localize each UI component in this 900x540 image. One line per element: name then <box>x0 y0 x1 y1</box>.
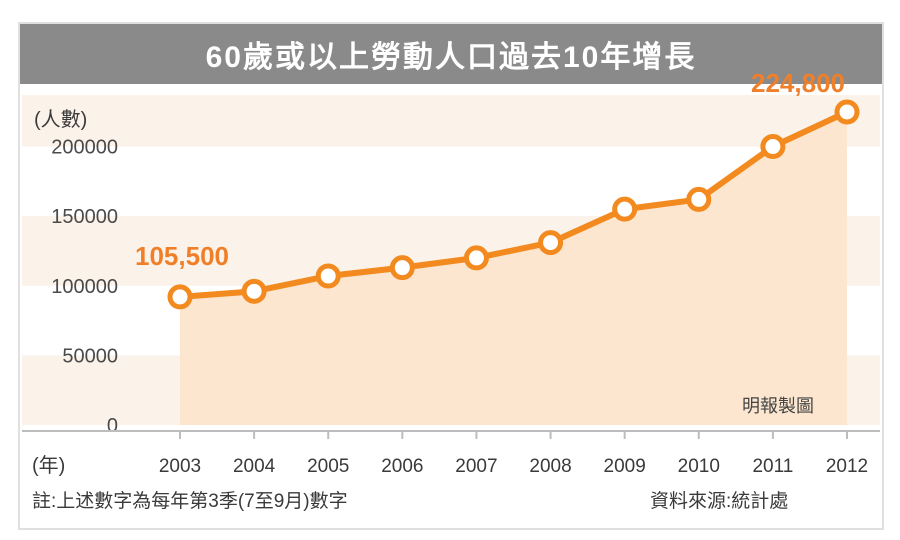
data-point-2008 <box>538 230 564 256</box>
x-unit-label: (年) <box>32 454 65 477</box>
footnote: 註:上述數字為每年第3季(7至9月)數字 <box>32 491 348 512</box>
title-bar: 60歲或以上勞動人口過去10年增長 <box>20 24 882 84</box>
x-tick-label: 2006 <box>381 456 423 477</box>
x-tick-label: 2011 <box>752 456 793 477</box>
y-axis-ticks: 0 50000 100000 150000 200000 <box>51 137 118 437</box>
data-point-2010 <box>686 186 712 212</box>
data-point-2004 <box>241 278 267 304</box>
x-tick-label: 2003 <box>159 456 201 477</box>
y-unit-label: (人數) <box>34 108 87 131</box>
x-tick-label: 2009 <box>604 456 646 477</box>
y-tick-label: 50000 <box>62 345 118 367</box>
data-points <box>167 99 860 310</box>
chart-title: 60歲或以上勞動人口過去10年增長 <box>205 41 697 74</box>
y-tick-label: 150000 <box>51 206 118 228</box>
data-point-2005 <box>315 263 341 289</box>
y-tick-label: 0 <box>107 415 118 437</box>
start-value-label: 105,500 <box>135 241 229 271</box>
data-point-2003 <box>167 284 193 310</box>
x-tick-label: 2008 <box>529 456 571 477</box>
data-point-2011 <box>760 134 786 160</box>
background-band <box>22 95 880 147</box>
x-tick-label: 2010 <box>678 456 720 477</box>
x-axis-ticks: 2003 2004 2005 2006 2007 2008 2009 2010 2011 2012 <box>159 431 868 477</box>
x-tick-label: 2007 <box>455 456 497 477</box>
x-tick-label: 2005 <box>307 456 349 477</box>
data-point-2012 <box>834 99 860 125</box>
x-tick-label: 2012 <box>826 456 868 477</box>
end-value-label: 224,800 <box>751 68 845 98</box>
source-label: 資料來源:統計處 <box>650 491 789 512</box>
series-line <box>179 109 849 300</box>
data-point-2006 <box>389 255 415 281</box>
credit-label: 明報製圖 <box>742 396 814 416</box>
data-point-2009 <box>612 196 638 222</box>
y-tick-label: 200000 <box>51 137 118 159</box>
data-point-2007 <box>463 245 489 271</box>
x-tick-label: 2004 <box>233 456 276 477</box>
y-tick-label: 100000 <box>51 276 118 298</box>
area-fill <box>180 111 847 426</box>
